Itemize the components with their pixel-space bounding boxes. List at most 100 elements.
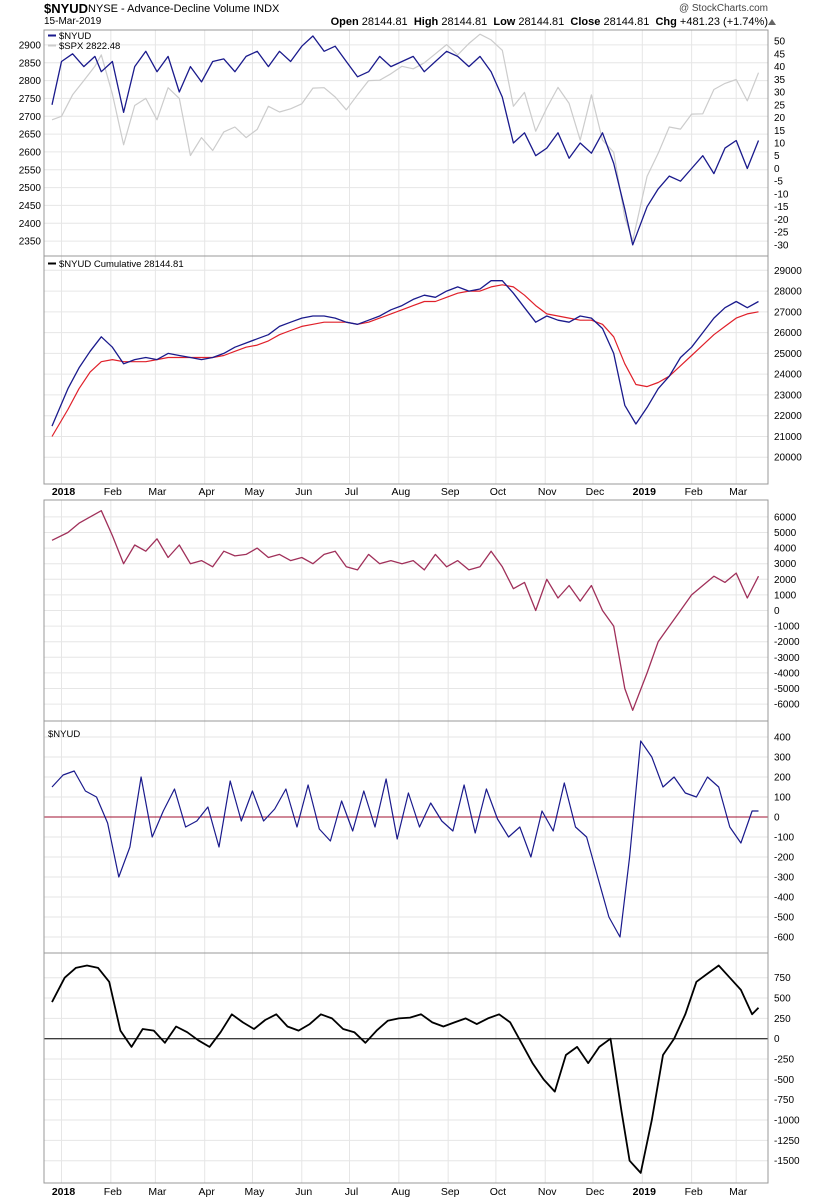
tick-label-right-0-0: -30 <box>774 240 789 251</box>
x-axis-label-mid-1: Feb <box>104 486 122 498</box>
tick-label-left-0-5: 2600 <box>19 147 42 158</box>
tick-label-right-0-10: 20 <box>774 113 786 124</box>
tick-label-right-3-5: -100 <box>774 833 794 844</box>
tick-label-right-4-8: 500 <box>774 994 791 1005</box>
tick-label-left-0-11: 2900 <box>19 40 42 51</box>
x-axis-label-bottom-1: Feb <box>104 1186 122 1198</box>
x-axis-label-mid-6: Jul <box>345 486 358 498</box>
tick-label-right-0-2: -20 <box>774 215 789 226</box>
tick-label-right-3-2: -400 <box>774 893 794 904</box>
tick-label-right-1-2: 22000 <box>774 411 802 422</box>
x-axis-label-mid-3: Apr <box>199 486 216 498</box>
tick-label-left-0-10: 2850 <box>19 58 42 69</box>
tick-label-right-4-3: -750 <box>774 1095 794 1106</box>
close-value: 28144.81 <box>603 16 650 28</box>
x-axis-label-bottom-4: May <box>245 1186 266 1198</box>
tick-label-right-2-7: 1000 <box>774 590 797 601</box>
low-value: 28144.81 <box>518 16 565 28</box>
tick-label-left-0-9: 2800 <box>19 76 42 87</box>
tick-label-right-0-14: 40 <box>774 62 786 73</box>
open-value: 28144.81 <box>361 16 408 28</box>
tick-label-right-0-3: -15 <box>774 202 789 213</box>
tick-label-right-2-11: 5000 <box>774 528 797 539</box>
x-axis-label-mid-5: Jun <box>295 486 312 498</box>
tick-label-right-1-6: 26000 <box>774 328 802 339</box>
symbol: $NYUD <box>44 1 89 16</box>
tick-label-right-0-7: 5 <box>774 151 780 162</box>
x-axis-label-mid-11: Dec <box>586 486 605 498</box>
tick-label-right-4-4: -500 <box>774 1075 794 1086</box>
x-axis-label-mid-7: Aug <box>391 486 410 498</box>
x-axis-label-bottom-9: Oct <box>490 1186 506 1198</box>
tick-label-left-0-6: 2650 <box>19 130 42 141</box>
x-axis-label-bottom-3: Apr <box>199 1186 216 1198</box>
tick-label-right-0-11: 25 <box>774 100 786 111</box>
tick-label-right-0-15: 45 <box>774 49 786 60</box>
tick-label-right-3-8: 200 <box>774 773 791 784</box>
tick-label-right-3-0: -600 <box>774 933 794 944</box>
tick-label-right-2-8: 2000 <box>774 575 797 586</box>
x-axis-label-mid-8: Sep <box>441 486 460 498</box>
tick-label-right-1-3: 23000 <box>774 390 802 401</box>
cumulative-ma-line <box>51 284 759 437</box>
tick-label-right-1-1: 21000 <box>774 432 802 443</box>
panel-frame-4 <box>43 952 769 1184</box>
tick-label-right-1-8: 28000 <box>774 287 802 298</box>
tick-label-right-0-5: -5 <box>774 177 783 188</box>
x-axis-label-mid-4: May <box>245 486 266 498</box>
tick-label-right-2-9: 3000 <box>774 559 797 570</box>
nyud-oscillator-line <box>51 740 759 938</box>
tick-label-right-1-0: 20000 <box>774 453 802 464</box>
x-axis-label-mid-13: Feb <box>685 486 703 498</box>
chart-header: $NYUD NYSE - Advance-Decline Volume INDX… <box>0 0 820 30</box>
x-axis-label-mid-12: 2019 <box>633 486 657 498</box>
tick-label-left-0-4: 2550 <box>19 165 42 176</box>
x-axis-label-mid-10: Nov <box>538 486 557 498</box>
tick-label-right-2-1: -5000 <box>774 684 800 695</box>
tick-label-left-0-7: 2700 <box>19 112 42 123</box>
tick-label-left-0-0: 2350 <box>19 237 42 248</box>
x-axis-label-mid-9: Oct <box>490 486 506 498</box>
maroon-line <box>51 510 760 711</box>
collapse-triangle-icon[interactable] <box>768 19 776 25</box>
tick-label-right-4-2: -1000 <box>774 1116 800 1127</box>
tick-label-right-0-1: -25 <box>774 228 789 239</box>
tick-label-right-4-7: 250 <box>774 1014 791 1025</box>
tick-label-right-2-6: 0 <box>774 606 780 617</box>
x-axis-label-bottom-14: Mar <box>729 1186 748 1198</box>
x-axis-label-bottom-13: Feb <box>685 1186 703 1198</box>
tick-label-right-4-6: 0 <box>774 1034 780 1045</box>
tick-label-right-1-4: 24000 <box>774 370 802 381</box>
high-label: High <box>413 16 439 28</box>
tick-label-right-0-13: 35 <box>774 75 786 86</box>
x-axis-label-bottom-2: Mar <box>148 1186 167 1198</box>
tick-label-right-2-12: 6000 <box>774 512 797 523</box>
instrument-name: NYSE - Advance-Decline Volume INDX <box>88 3 280 15</box>
watermark: @ StockCharts.com <box>678 3 768 14</box>
tick-label-right-2-2: -4000 <box>774 668 800 679</box>
chart-date: 15-Mar-2019 <box>44 16 102 27</box>
x-axis-label-bottom-11: Dec <box>586 1186 605 1198</box>
tick-label-right-3-1: -500 <box>774 913 794 924</box>
tick-label-right-3-6: 0 <box>774 813 780 824</box>
nyud-line <box>51 35 760 246</box>
tick-label-right-2-4: -2000 <box>774 637 800 648</box>
x-axis-label-bottom-10: Nov <box>538 1186 557 1198</box>
close-label: Close <box>570 16 601 28</box>
chg-value: +481.23 (+1.74%) <box>679 16 768 28</box>
high-value: 28144.81 <box>441 16 488 28</box>
x-axis-label-bottom-8: Sep <box>441 1186 460 1198</box>
tick-label-right-1-5: 25000 <box>774 349 802 360</box>
tick-label-right-4-0: -1500 <box>774 1156 800 1167</box>
legend-nyud-panel: $NYUD <box>48 729 80 740</box>
tick-label-left-0-2: 2450 <box>19 201 42 212</box>
tick-label-left-0-1: 2400 <box>19 219 42 230</box>
spx-line <box>51 33 760 242</box>
legend-nyud: $NYUD <box>59 31 91 42</box>
tick-label-right-0-16: 50 <box>774 37 786 48</box>
tick-label-right-0-9: 15 <box>774 126 786 137</box>
quote-bar: Open 28144.81 High 28144.81 Low 28144.81… <box>331 16 768 28</box>
panel-frame-1 <box>43 255 769 485</box>
tick-label-right-0-4: -10 <box>774 189 789 200</box>
tick-label-right-2-0: -6000 <box>774 700 800 711</box>
